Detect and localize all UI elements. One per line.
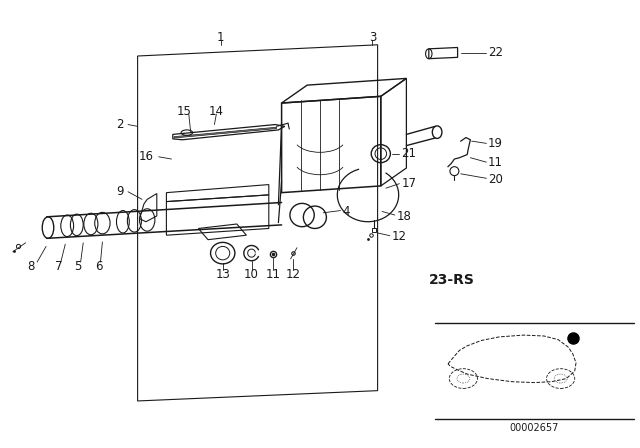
Text: 23-RS: 23-RS [429,273,475,287]
Text: 11: 11 [488,155,502,169]
Text: 00002657: 00002657 [509,423,559,433]
Polygon shape [174,127,276,138]
Text: 4: 4 [342,205,350,218]
Text: 22: 22 [488,46,502,60]
Text: 19: 19 [488,137,502,150]
Text: 18: 18 [397,210,412,223]
Text: 16: 16 [139,150,154,164]
Text: 8: 8 [27,260,35,273]
Text: 5: 5 [74,260,82,273]
Text: 14: 14 [209,104,224,118]
Text: 7: 7 [55,260,63,273]
Text: 20: 20 [488,172,502,186]
Text: 12: 12 [392,230,406,243]
Text: 15: 15 [177,104,192,118]
Text: 12: 12 [285,267,301,281]
Text: 17: 17 [401,177,416,190]
Text: 13: 13 [215,267,230,281]
Text: 6: 6 [95,260,102,273]
Text: 10: 10 [244,267,259,281]
Text: 1: 1 [217,30,225,44]
Text: 9: 9 [116,185,124,198]
Text: 11: 11 [266,267,281,281]
Text: 21: 21 [401,147,416,160]
Text: 2: 2 [116,118,124,131]
Text: 3: 3 [369,30,376,44]
